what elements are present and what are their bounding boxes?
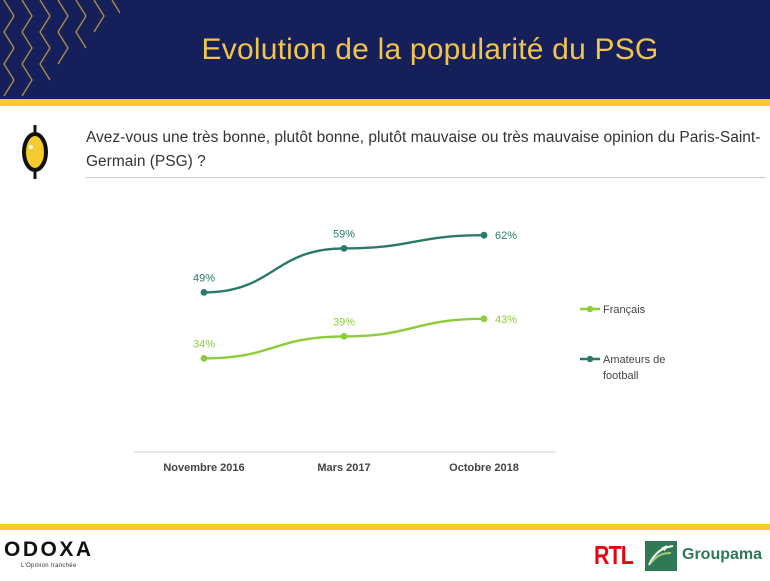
popularity-line-chart: Novembre 2016 Mars 2017 Octobre 2018 34% 39… xyxy=(134,228,665,474)
footer-accent-bar xyxy=(0,524,770,530)
groupama-logo-icon xyxy=(645,541,677,571)
data-point xyxy=(200,355,208,362)
data-label: 49% xyxy=(193,272,215,284)
data-label: 59% xyxy=(333,228,355,240)
page-title: Evolution de la popularité du PSG xyxy=(201,33,659,66)
series-line-amateurs xyxy=(203,234,485,294)
question-divider xyxy=(86,177,766,178)
survey-question: Avez-vous une très bonne, plutôt bonne, … xyxy=(86,129,761,170)
odoxa-logo: ODOXA L'Opinion tranchée xyxy=(4,538,94,570)
legend-swatch-dot xyxy=(586,305,594,313)
header-accent-bar xyxy=(0,99,770,106)
legend-label: Français xyxy=(603,304,646,316)
data-point xyxy=(480,231,488,239)
header-pattern-decoration xyxy=(3,0,120,97)
data-point xyxy=(340,333,348,340)
groupama-logo-text: Groupama xyxy=(682,546,763,563)
x-tick-label: Novembre 2016 xyxy=(163,462,244,474)
data-label: 62% xyxy=(495,230,517,242)
data-label: 39% xyxy=(333,316,355,328)
x-tick-label: Mars 2017 xyxy=(317,462,370,474)
odoxa-tagline: L'Opinion tranchée xyxy=(21,563,77,569)
data-label: 34% xyxy=(193,338,215,350)
odoxa-logo-text: ODOXA xyxy=(4,538,94,561)
question-icon xyxy=(22,125,48,179)
data-point xyxy=(340,245,348,252)
header-banner: Evolution de la popularité du PSG xyxy=(0,0,770,99)
legend-swatch-dot xyxy=(586,355,594,363)
data-label: 43% xyxy=(495,314,517,326)
rtl-logo: RTL xyxy=(594,540,634,570)
legend-label: Amateurs de xyxy=(603,354,665,366)
data-point xyxy=(480,315,488,323)
data-point xyxy=(200,289,208,296)
x-tick-label: Octobre 2018 xyxy=(449,462,519,474)
legend-label: football xyxy=(603,370,638,382)
